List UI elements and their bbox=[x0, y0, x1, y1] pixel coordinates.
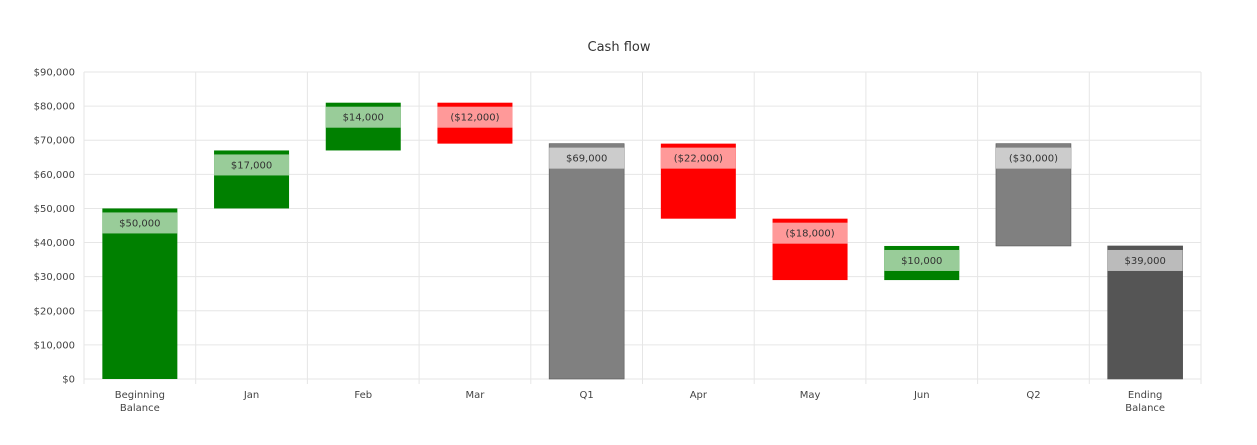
y-tick-label: $10,000 bbox=[34, 340, 75, 351]
data-label-background bbox=[995, 147, 1071, 169]
data-label: ($12,000) bbox=[450, 113, 499, 124]
data-label-background bbox=[660, 147, 736, 169]
data-label: $10,000 bbox=[901, 256, 942, 267]
x-category-label: Jun bbox=[913, 390, 930, 401]
y-tick-label: $30,000 bbox=[34, 272, 75, 283]
x-category-label: Q2 bbox=[1026, 390, 1040, 401]
data-label-background bbox=[884, 249, 960, 271]
x-category-label: May bbox=[800, 390, 821, 401]
data-label-background bbox=[214, 154, 290, 176]
data-label-background bbox=[1107, 249, 1183, 271]
bar-increase bbox=[102, 208, 178, 379]
data-label-background bbox=[549, 147, 625, 169]
y-tick-label: $80,000 bbox=[34, 102, 75, 113]
x-category-label: Mar bbox=[466, 390, 486, 401]
data-label: $39,000 bbox=[1124, 256, 1165, 267]
data-label: ($22,000) bbox=[674, 154, 723, 165]
y-tick-label: $20,000 bbox=[34, 306, 75, 317]
data-label: ($30,000) bbox=[1009, 154, 1058, 165]
chart-title: Cash flow bbox=[588, 40, 651, 55]
x-category-label: Q1 bbox=[580, 390, 594, 401]
data-label-background bbox=[102, 212, 178, 234]
bars: $50,000 $17,000 $14,000 ($12,000) $69,000 ($2… bbox=[102, 102, 1183, 380]
y-tick-label: $60,000 bbox=[34, 170, 75, 181]
y-tick-label: $40,000 bbox=[34, 238, 75, 249]
x-category-label: Ending Balance bbox=[1125, 390, 1165, 414]
y-tick-label: $50,000 bbox=[34, 204, 75, 215]
x-category-label: Beginning Balance bbox=[115, 390, 165, 414]
data-label: $50,000 bbox=[119, 218, 160, 229]
data-label-background bbox=[325, 106, 401, 128]
x-category-label: Feb bbox=[354, 390, 372, 401]
bar-subtotal bbox=[548, 143, 625, 380]
x-category-label: Apr bbox=[690, 390, 708, 401]
y-tick-label: $70,000 bbox=[34, 136, 75, 147]
data-label: $17,000 bbox=[231, 160, 272, 171]
data-label-background bbox=[772, 222, 848, 244]
data-label: $69,000 bbox=[566, 154, 607, 165]
y-tick-label: $90,000 bbox=[34, 68, 75, 79]
y-tick-label: $0 bbox=[62, 375, 75, 386]
data-label-background bbox=[437, 106, 513, 128]
data-label: ($18,000) bbox=[785, 229, 834, 240]
y-axis-ticks: $0 $10,000 $20,000 $30,000 $40,000 $50,000 $60… bbox=[34, 68, 75, 386]
x-category-label: Jan bbox=[243, 390, 259, 401]
data-label: $14,000 bbox=[343, 113, 384, 124]
x-axis-labels: Beginning Balance Jan Feb Mar Q1 Apr May Jun Q2 En… bbox=[115, 390, 1165, 414]
